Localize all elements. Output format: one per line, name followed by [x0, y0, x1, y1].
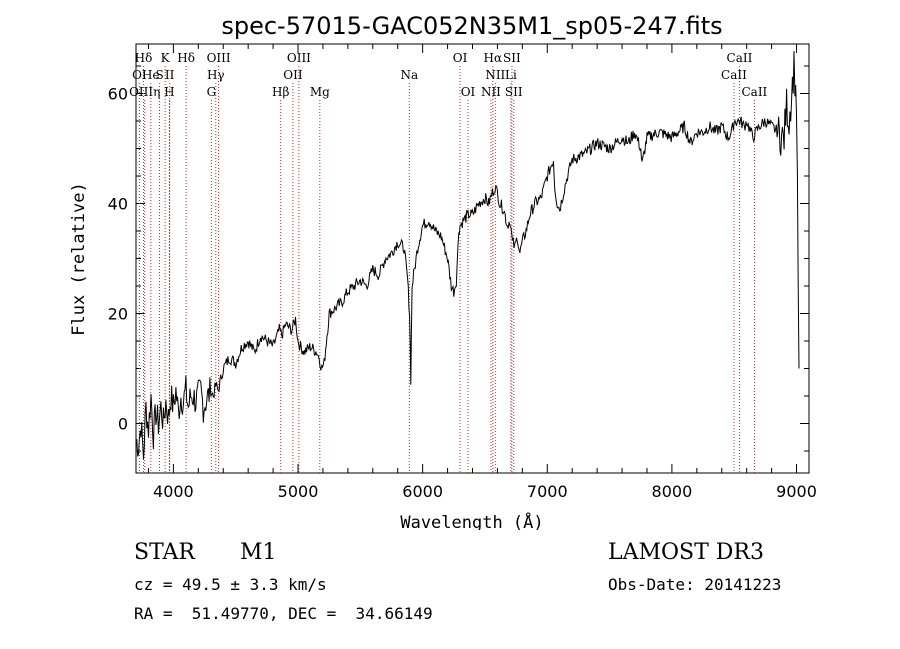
- spectral-line-label: Hδ: [177, 51, 195, 65]
- x-tick-label: 6000: [402, 482, 443, 501]
- x-tick-label: 4000: [153, 482, 194, 501]
- spectral-line-label: NII: [485, 68, 505, 82]
- spectral-line-label: OIII: [287, 51, 311, 65]
- spectral-line-label: Li: [505, 68, 517, 82]
- object-class: STAR: [134, 540, 195, 565]
- coordinates: RA = 51.49770, DEC = 34.66149: [134, 604, 433, 623]
- x-tick-label: 9000: [776, 482, 817, 501]
- y-tick-label: 20: [108, 305, 128, 324]
- spectral-line-label: Na: [400, 68, 418, 82]
- spectral-line-label: OIII: [207, 51, 231, 65]
- spectral-line-label: OI: [132, 68, 147, 82]
- x-tick-label: 5000: [278, 482, 319, 501]
- spectral-line-label: OIIIη: [129, 85, 160, 99]
- axis-ticks: 4000 5000 6000 7000 8000 9000 0 20 40 60: [108, 44, 817, 501]
- x-axis-label: Wavelength (Å): [400, 511, 543, 530]
- spectral-line-label: II: [165, 68, 175, 82]
- spectral-line-label: CaII: [741, 85, 767, 99]
- y-tick-label: 40: [108, 195, 128, 214]
- spectral-line-label: Hγ: [207, 68, 225, 82]
- x-tick-label: 8000: [652, 482, 693, 501]
- chart-title: spec-57015-GAC052N35M1_sp05-247.fits: [221, 12, 722, 40]
- spectral-line-label: CaII: [727, 51, 753, 65]
- spectral-line-label: SII: [505, 85, 523, 99]
- spectral-line-label: CaII: [721, 68, 747, 82]
- spectral-line-label: SII: [503, 51, 521, 65]
- spectral-line-label: NII: [481, 85, 501, 99]
- spectral-line-label: Mg: [310, 85, 330, 99]
- spectral-line-label: Hα: [484, 51, 503, 65]
- spectral-line-label: OII: [283, 68, 303, 82]
- y-axis-label: Flux (relative): [69, 182, 89, 336]
- spectral-line-label: K: [161, 51, 171, 65]
- spectral-line-label: Hβ: [272, 85, 289, 99]
- survey-name: LAMOST DR3: [608, 540, 764, 565]
- x-tick-label: 7000: [527, 482, 568, 501]
- flux-series-line: [135, 51, 800, 460]
- spectral-line-label: H: [164, 85, 174, 99]
- spectral-line-label: G: [207, 85, 217, 99]
- spectral-line-label: S: [155, 68, 163, 82]
- spectral-line-label: OI: [461, 85, 476, 99]
- obs-date: Obs-Date: 20141223: [608, 575, 782, 594]
- plot-frame: [135, 43, 810, 474]
- y-tick-label: 0: [118, 415, 128, 434]
- redshift-readout: cz = 49.5 ± 3.3 km/s: [134, 575, 327, 594]
- spectral-line-label: Hδ: [135, 51, 153, 65]
- y-tick-label: 60: [108, 85, 128, 104]
- spectral-line-label: He: [142, 68, 160, 82]
- spectrum-chart: spec-57015-GAC052N35M1_sp05-247.fits 400…: [69, 12, 817, 530]
- object-subclass: M1: [240, 540, 277, 565]
- spectral-line-label: OI: [453, 51, 468, 65]
